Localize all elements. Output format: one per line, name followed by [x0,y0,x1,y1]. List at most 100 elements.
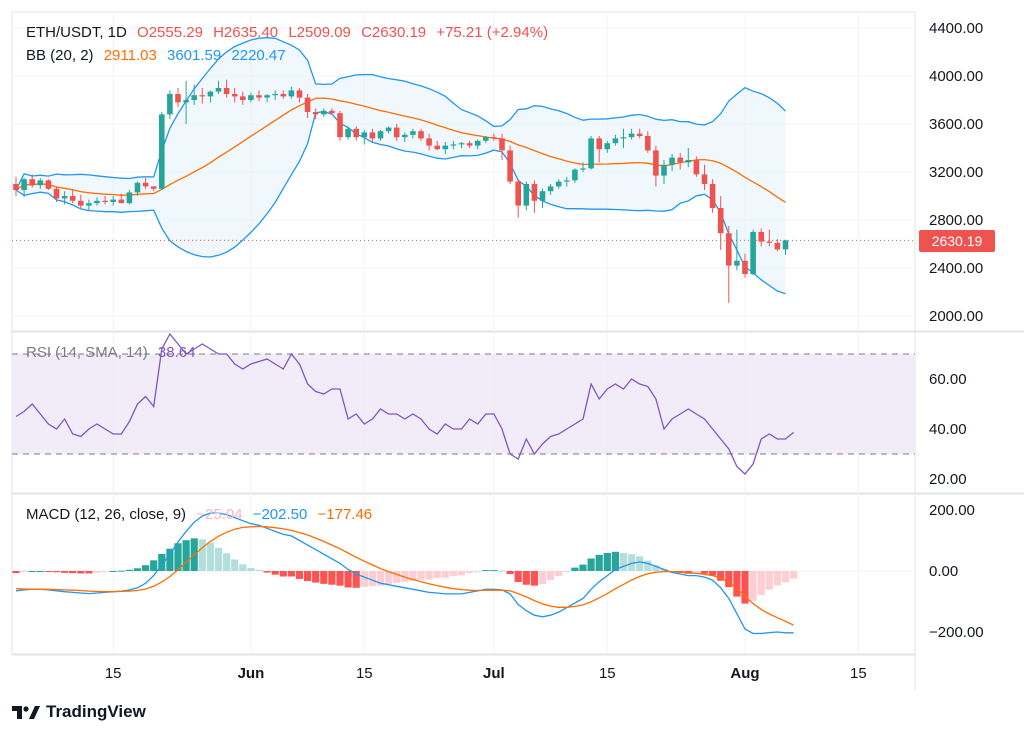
rsi-pane [12,332,915,475]
candle-body [782,240,789,250]
macd-histogram-bar [352,571,360,588]
macd-histogram-bar [401,571,409,582]
macd-histogram-bar [571,567,579,571]
candle-body [515,181,521,206]
symbol-legend: ETH/USDT, 1D O2555.29 H2635.40 L2509.09 … [26,24,554,41]
macd-histogram-bar [223,553,231,571]
macd-histogram-bar [781,571,790,583]
rsi-value: 38.64 [157,344,196,361]
macd-histogram-bar [174,543,182,571]
candle-body [539,191,546,201]
bb-basis-value: 2911.03 [103,47,157,64]
candle-body [110,199,116,202]
macd-tick-label: 200.00 [929,502,975,519]
price-tick-label: 3200.00 [929,164,983,181]
macd-histogram-bar [198,539,206,571]
price-tick-label: 3600.00 [929,116,983,133]
candle-body [523,184,530,206]
macd-histogram-bar [150,560,158,571]
macd-histogram-bar [52,571,61,573]
candle-body [709,184,716,208]
candle-body [256,95,262,98]
time-tick-label: Jul [483,665,505,682]
candle-body [13,184,19,190]
candle-body [458,143,465,145]
macd-histogram-bar [709,571,717,576]
macd-histogram-bar [417,571,425,581]
candle-body [45,180,52,189]
candle-body [377,131,384,139]
time-tick-label: 15 [599,665,616,682]
macd-histogram-bar [466,571,474,574]
price-tick-label: 2000.00 [929,308,983,325]
time-tick-label: 15 [105,665,122,682]
candle-body [612,138,619,144]
macd-histogram-bar [441,571,449,578]
candle-body [69,196,76,201]
candle-body [385,127,392,132]
macd-histogram-bar [20,571,28,572]
candle-body [620,137,627,139]
candle-body [466,143,473,146]
candle-body [596,138,602,150]
open-value: O2555.29 [137,24,203,41]
macd-histogram-bar [790,571,798,579]
price-tick-label: 2400.00 [929,260,983,277]
candle-body [361,132,368,138]
candle-body [369,132,376,139]
macd-histogram-bar [652,565,660,571]
macd-histogram-bar [700,571,709,574]
macd-histogram-bar [142,565,150,571]
macd-histogram-bar [595,554,603,571]
bb-fill [16,37,786,294]
time-tick-label: Aug [730,665,759,682]
macd-histogram-bar [279,571,287,577]
close-value: C2630.19 [361,24,427,41]
macd-histogram-bar [717,571,725,581]
macd-histogram-bar [749,571,757,601]
candle-body [483,137,489,141]
candle-body [742,260,748,274]
macd-histogram-bar [93,571,101,573]
candle-body [345,128,351,138]
rsi-tick-label: 60.00 [929,371,967,388]
macd-histogram-bar [385,571,393,585]
macd-histogram-bar [182,540,190,571]
candle-body [661,164,667,176]
macd-histogram-bar [344,571,352,588]
macd-histogram-bar [514,571,522,582]
macd-histogram-bar [482,570,490,572]
price-tick-label: 4000.00 [929,68,983,85]
candle-body [61,196,68,199]
candle-body [102,200,108,202]
macd-histogram-bar [295,571,304,579]
bb-label: BB (20, 2) [26,47,94,64]
macd-histogram-bar [133,568,142,571]
candle-body [442,145,449,150]
macd-value: −202.50 [252,506,308,523]
macd-histogram-bar [368,571,376,587]
tradingview-brand[interactable]: TradingView [12,702,146,722]
macd-histogram-bar [166,548,174,571]
last-price-tag: 2630.19 [919,230,995,252]
rsi-line [15,332,795,475]
candle-body [21,179,27,190]
macd-histogram-bar [425,571,433,580]
low-value: L2509.09 [288,24,351,41]
signal-line [15,525,794,626]
candle-body [572,169,578,181]
macd-histogram-bar [12,571,20,574]
candle-body [450,144,457,146]
candle-body [272,94,278,96]
candle-body [774,242,781,250]
rsi-tick-label: 20.00 [929,471,967,488]
macd-histogram-bar [36,571,44,572]
symbol-label: ETH/USDT, 1D [26,24,127,41]
candle-body [207,91,214,97]
tradingview-logo-icon [12,706,40,719]
macd-histogram-bar [530,571,538,586]
candle-body [499,138,505,151]
candle-body [183,100,189,103]
candle-body [726,233,732,266]
